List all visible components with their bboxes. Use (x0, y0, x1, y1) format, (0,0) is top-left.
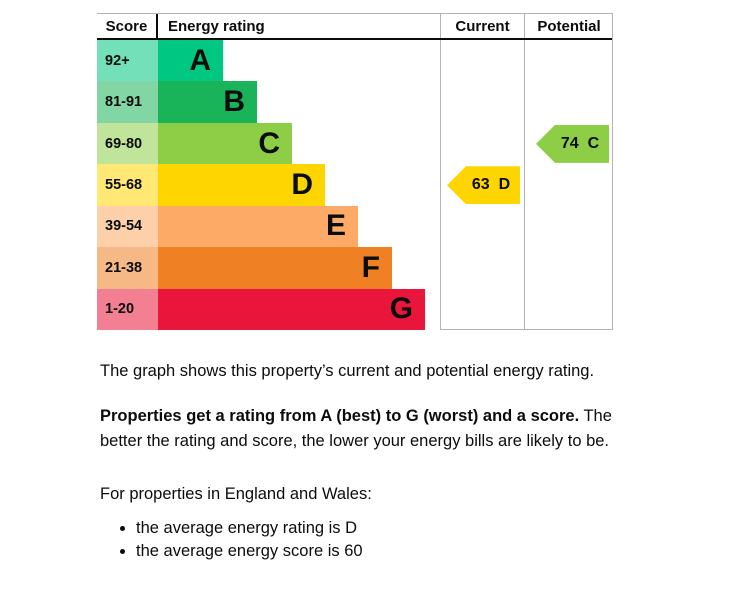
current-rating-arrow: 63 D (447, 166, 520, 205)
rating-row-b: 81-91 B (97, 81, 440, 123)
potential-band-letter: C (587, 134, 600, 152)
rating-explanation-rest: The better the rating and score, the low… (100, 407, 612, 450)
rating-band-c: C (158, 122, 292, 165)
rating-row-g: 1-20 G (97, 288, 440, 330)
rating-band-e: E (158, 205, 358, 248)
potential-rating-column: 74 C (524, 40, 613, 330)
column-header-energy-rating: Energy rating (168, 17, 265, 35)
current-rating-column: 63 D (440, 40, 524, 330)
epc-chart-body: 92+ A 81-91 B 69-80 C 55-68 D 39-54 E (97, 40, 613, 330)
rating-band-d: D (158, 164, 325, 206)
score-range-f: 21-38 (97, 247, 158, 289)
epc-chart-header: Score Energy rating Current Potential (97, 14, 612, 40)
rating-row-d: 55-68 D (97, 164, 440, 206)
page: Score Energy rating Current Potential 92… (0, 0, 735, 563)
score-range-g: 1-20 (97, 288, 158, 330)
graph-summary-text: The graph shows this property’s current … (100, 362, 595, 380)
current-band-letter: D (498, 176, 511, 194)
current-score-value: 63 (471, 176, 490, 194)
score-range-b: 81-91 (97, 81, 158, 123)
rating-row-f: 21-38 F (97, 247, 440, 289)
description-text: The graph shows this property’s current … (97, 359, 657, 563)
averages-list: the average energy rating is D the avera… (122, 517, 657, 563)
england-wales-intro-text: For properties in England and Wales: (100, 485, 372, 503)
rating-row-e: 39-54 E (97, 205, 440, 248)
potential-score-value: 74 (560, 134, 579, 152)
rating-row-c: 69-80 C (97, 122, 440, 165)
average-rating-item: the average energy rating is D (136, 517, 657, 540)
score-range-c: 69-80 (97, 122, 158, 165)
rating-row-a: 92+ A (97, 40, 440, 82)
score-range-a: 92+ (97, 40, 158, 82)
epc-rating-chart: Score Energy rating Current Potential 92… (97, 13, 613, 330)
column-header-potential: Potential (524, 14, 613, 38)
rating-band-a: A (158, 40, 223, 82)
average-score-item: the average energy score is 60 (136, 540, 657, 563)
rating-bands: 92+ A 81-91 B 69-80 C 55-68 D 39-54 E (97, 40, 440, 330)
rating-band-g: G (158, 288, 425, 330)
rating-explanation-bold: Properties get a rating from A (best) to… (100, 407, 580, 425)
rating-explanation-text: Properties get a rating from A (best) to… (100, 404, 657, 454)
score-range-d: 55-68 (97, 164, 158, 206)
score-range-e: 39-54 (97, 205, 158, 248)
rating-band-b: B (158, 81, 257, 123)
column-header-score: Score (97, 14, 158, 38)
column-header-current: Current (440, 14, 524, 38)
potential-rating-arrow: 74 C (536, 124, 609, 163)
rating-band-f: F (158, 247, 392, 289)
